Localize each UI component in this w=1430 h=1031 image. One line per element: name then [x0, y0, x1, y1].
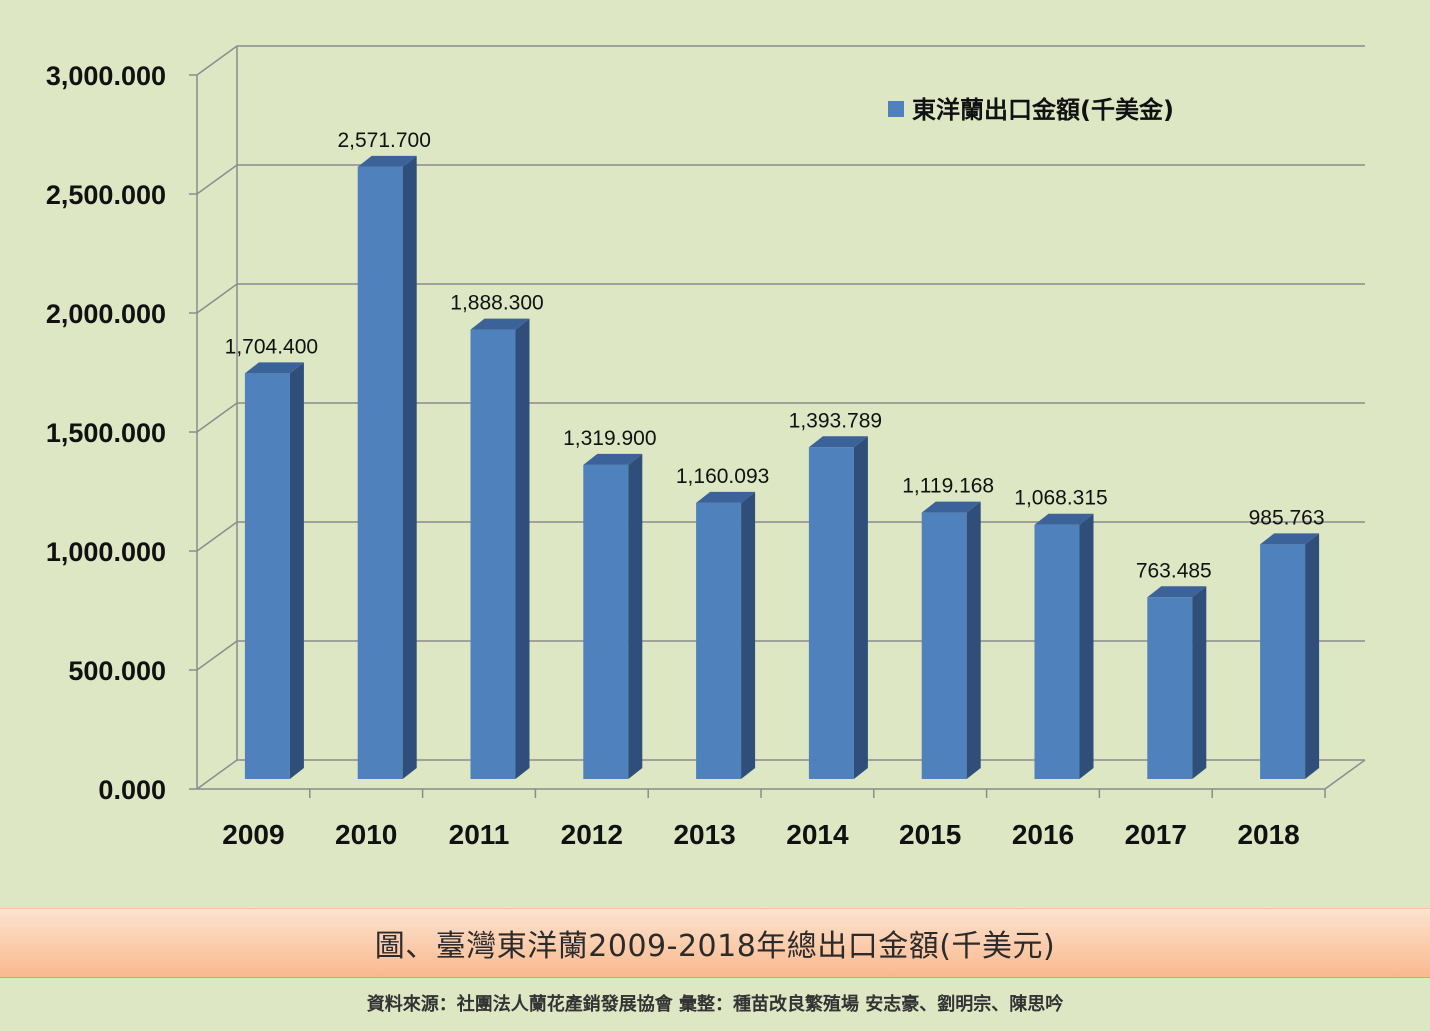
bar-top: [1147, 586, 1207, 598]
bar: [1147, 586, 1207, 779]
legend-label: 東洋蘭出口金額(千美金): [912, 96, 1174, 124]
y-tick-label: 3,000.000: [46, 61, 166, 91]
data-label: 1,888.300: [450, 292, 543, 315]
bar-top: [1034, 513, 1094, 525]
bar-front: [244, 373, 290, 779]
y-tick-label: 2,000.000: [46, 299, 166, 329]
data-label: 1,119.168: [902, 475, 994, 498]
bar-side: [1305, 533, 1320, 779]
bar: [470, 318, 530, 779]
bar-front: [470, 329, 516, 779]
bar: [921, 501, 981, 779]
x-tick-label: 2011: [449, 819, 510, 850]
bar-top: [921, 501, 981, 513]
x-tick-label: 2012: [561, 819, 623, 850]
x-tick-label: 2018: [1237, 819, 1299, 850]
y-tick-label: 0.000: [98, 775, 166, 805]
gridline-diagonal: [196, 640, 238, 671]
bar-top: [583, 453, 643, 465]
bar: [357, 155, 417, 779]
bar-top: [1260, 533, 1320, 545]
bar-front: [808, 447, 854, 779]
gridline-diagonal: [196, 164, 238, 195]
bar-top: [808, 436, 868, 448]
data-label: 985.763: [1249, 506, 1325, 529]
bar-top: [470, 318, 530, 330]
legend: 東洋蘭出口金額(千美金): [888, 96, 1174, 124]
caption-band: 圖、臺灣東洋蘭2009-2018年總出口金額(千美元): [0, 908, 1430, 978]
chart: 1,704.400 2,571.700 1,888.300 1,319.900 1,16…: [46, 45, 1366, 850]
data-label: 1,393.789: [789, 409, 882, 432]
x-tick-label: 2013: [673, 819, 735, 850]
data-label: 1,160.093: [676, 465, 769, 488]
y-tick-label: 500.000: [68, 656, 166, 686]
bar-front: [1034, 524, 1080, 779]
data-label: 763.485: [1136, 559, 1212, 582]
data-label: 2,571.700: [337, 129, 430, 152]
gridline-diagonal: [196, 283, 238, 314]
bar-front: [583, 464, 629, 779]
bar: [696, 491, 756, 779]
gridline-diagonal: [196, 521, 238, 552]
data-label: 1,704.400: [225, 335, 318, 358]
x-tick-label: 2017: [1125, 819, 1187, 850]
x-tick-label: 2015: [899, 819, 961, 850]
bar-front: [1147, 597, 1193, 779]
bar-top: [696, 491, 756, 503]
legend-swatch: [888, 101, 904, 117]
bar: [244, 362, 304, 779]
bar-front: [357, 166, 403, 779]
data-label: 1,068.315: [1014, 487, 1107, 510]
x-tick-label: 2009: [222, 819, 284, 850]
y-tick-label: 1,500.000: [46, 418, 166, 448]
bar-front: [1260, 544, 1306, 779]
bar-side: [402, 155, 417, 779]
bar-side: [289, 362, 304, 779]
gridlines: [196, 45, 1366, 790]
axes: 0.000 500.000 1,000.000 1,500.000 2,000.000 2…: [46, 61, 1326, 850]
bar-front: [696, 502, 742, 779]
bar: [1260, 533, 1320, 779]
bar: [808, 436, 868, 779]
bar-side: [853, 436, 868, 779]
data-label: 1,319.900: [563, 427, 656, 450]
bar-side: [1192, 586, 1207, 779]
bar-side: [628, 453, 643, 779]
bar-side: [515, 318, 530, 779]
bar-side: [741, 491, 756, 779]
gridline-diagonal: [196, 45, 238, 76]
x-tick-label: 2016: [1012, 819, 1074, 850]
y-tick-label: 2,500.000: [46, 180, 166, 210]
source-note: 資料來源：社團法人蘭花產銷發展協會 彙整：種苗改良繁殖場 安志豪、劉明宗、陳思吟: [366, 994, 1064, 1015]
bars: [244, 155, 1320, 779]
x-tick-label: 2010: [335, 819, 397, 850]
bar-top: [357, 155, 417, 167]
figure-caption: 圖、臺灣東洋蘭2009-2018年總出口金額(千美元): [374, 929, 1056, 964]
gridline-diagonal: [196, 402, 238, 433]
y-tick-label: 1,000.000: [46, 537, 166, 567]
bar-top: [244, 362, 304, 374]
gridline-diagonal: [196, 759, 238, 790]
x-tick-label: 2014: [786, 819, 849, 850]
bar-front: [921, 512, 967, 779]
bar-side: [966, 501, 981, 779]
floor-edge: [1324, 759, 1366, 790]
data-labels: 1,704.400 2,571.700 1,888.300 1,319.900 1,16…: [225, 129, 1325, 582]
bar-side: [1079, 513, 1094, 779]
bar: [1034, 513, 1094, 779]
bar: [583, 453, 643, 779]
